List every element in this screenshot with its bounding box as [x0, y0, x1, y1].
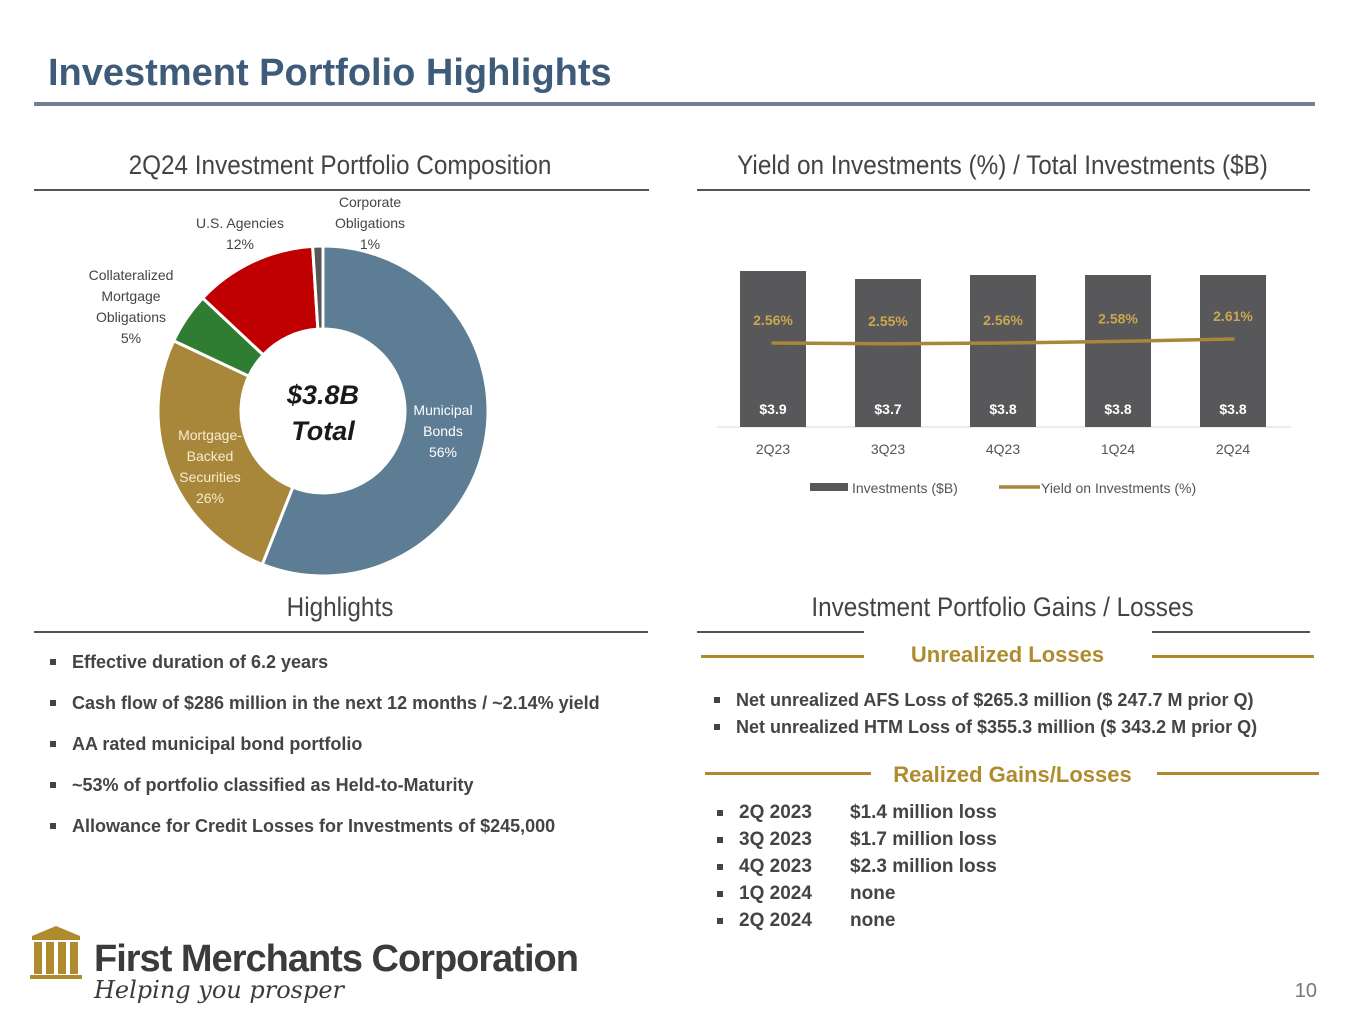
unrealized-item: Net unrealized HTM Loss of $355.3 millio… — [712, 715, 1257, 742]
legend-swatch-investments — [810, 483, 848, 491]
composition-heading: 2Q24 Investment Portfolio Composition — [128, 150, 552, 180]
composition-rule — [34, 189, 649, 191]
logo-name: First Merchants Corporation — [94, 938, 579, 980]
donut-slice-us-agencies — [200, 244, 320, 357]
realized-rule-right — [1157, 772, 1319, 775]
bar-investments — [855, 279, 921, 427]
yield-rule — [697, 189, 1310, 191]
legend-label-yield: Yield on Investments (%) — [1041, 480, 1196, 496]
line-data-label: 2.61% — [1213, 308, 1253, 324]
bar-data-label: $3.8 — [1104, 401, 1131, 417]
bar-investments — [970, 275, 1036, 427]
unrealized-rule-left — [701, 655, 864, 658]
yield-heading: Yield on Investments (%) / Total Investm… — [737, 150, 1268, 180]
donut-slice-cmo — [171, 295, 266, 379]
realized-item: 1Q 2024 none — [715, 882, 997, 909]
bar-investments — [1085, 275, 1151, 427]
realized-item: 2Q 2024 none — [715, 909, 997, 936]
x-tick-label: 1Q24 — [1101, 441, 1135, 457]
line-data-label: 2.56% — [983, 312, 1023, 328]
line-data-label: 2.56% — [753, 312, 793, 328]
highlights-rule — [34, 631, 648, 633]
highlight-item: Effective duration of 6.2 years — [48, 650, 600, 691]
label-municipal-bonds: Municipal Bonds 56% — [413, 402, 473, 460]
x-tick-label: 4Q23 — [986, 441, 1020, 457]
bar-data-label: $3.8 — [989, 401, 1016, 417]
unrealized-heading: Unrealized Losses — [910, 642, 1105, 667]
highlight-item: AA rated municipal bond portfolio — [48, 732, 600, 773]
realized-item: 2Q 2023 $1.4 million loss — [715, 801, 997, 828]
donut-center-total: $3.8B Total — [286, 380, 360, 446]
x-tick-label: 2Q24 — [1216, 441, 1250, 457]
building-columns-icon — [30, 926, 82, 979]
label-corporate: Corporate Obligations 1% — [334, 194, 406, 252]
highlight-item: ~53% of portfolio classified as Held-to-… — [48, 773, 600, 814]
bar-data-label: $3.7 — [874, 401, 901, 417]
highlight-item: Allowance for Credit Losses for Investme… — [48, 814, 600, 855]
bar-data-label: $3.8 — [1219, 401, 1246, 417]
realized-rule-left — [705, 772, 871, 775]
line-data-label: 2.55% — [868, 313, 908, 329]
x-tick-label: 3Q23 — [871, 441, 905, 457]
label-mortgage-backed: Mortgage- Backed Securities 26% — [178, 427, 242, 506]
realized-item: 3Q 2023 $1.7 million loss — [715, 828, 997, 855]
logo-tagline: Helping you prosper — [94, 976, 345, 1004]
bar-data-label: $3.9 — [759, 401, 786, 417]
bar-investments — [740, 271, 806, 427]
gains-losses-heading: Investment Portfolio Gains / Losses — [811, 592, 1194, 622]
unrealized-list: Net unrealized AFS Loss of $265.3 millio… — [712, 688, 1257, 742]
donut-slice-corporate — [311, 244, 325, 331]
unrealized-item: Net unrealized AFS Loss of $265.3 millio… — [712, 688, 1257, 715]
unrealized-rule-right — [1152, 655, 1314, 658]
yield-line — [771, 337, 1235, 346]
line-data-label: 2.58% — [1098, 310, 1138, 326]
highlights-heading: Highlights — [286, 592, 394, 622]
bar-investments — [1200, 275, 1266, 427]
gains-rule-left — [697, 631, 864, 633]
label-cmo: Collateralized Mortgage Obligations 5% — [88, 267, 174, 346]
realized-item: 4Q 2023 $2.3 million loss — [715, 855, 997, 882]
page-title: Investment Portfolio Highlights — [48, 52, 612, 94]
highlight-item: Cash flow of $286 million in the next 12… — [48, 691, 600, 732]
x-tick-label: 2Q23 — [756, 441, 790, 457]
label-us-agencies: U.S. Agencies 12% — [196, 215, 284, 252]
legend-label-investments: Investments ($B) — [852, 480, 958, 496]
highlights-list: Effective duration of 6.2 years Cash flo… — [48, 650, 600, 855]
realized-list: 2Q 2023 $1.4 million loss 3Q 2023 $1.7 mil… — [715, 801, 997, 936]
page-number: 10 — [1294, 980, 1317, 1002]
title-divider — [34, 102, 1315, 106]
realized-heading: Realized Gains/Losses — [893, 762, 1132, 787]
gains-rule-right — [1152, 631, 1310, 633]
